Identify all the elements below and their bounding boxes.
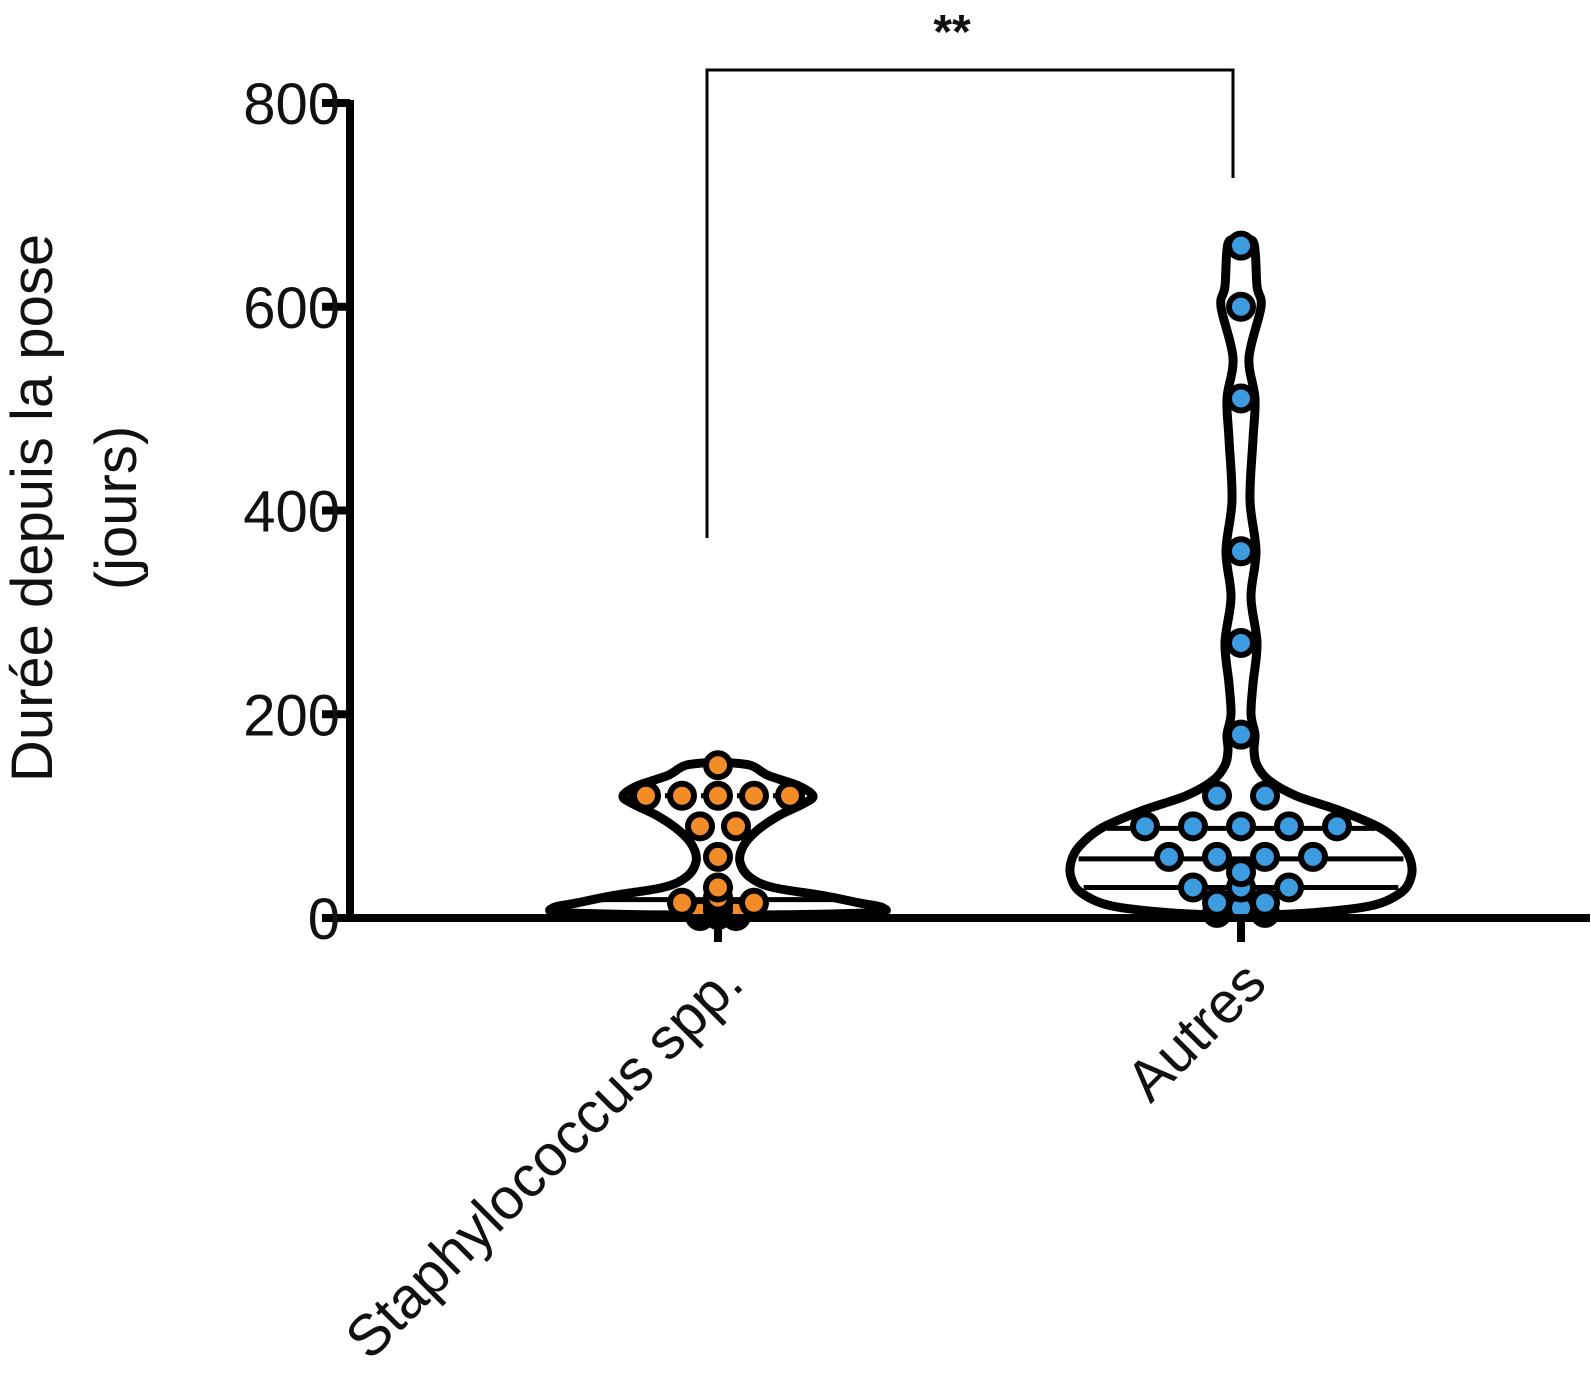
data-point [1274, 811, 1304, 842]
violins [545, 230, 1417, 931]
data-point [1178, 872, 1208, 903]
data-point [1130, 811, 1160, 842]
data-point [1322, 811, 1352, 842]
significance-bracket: ** [705, 6, 1235, 538]
data-point [1202, 780, 1232, 811]
data-point [1178, 811, 1208, 842]
x-axis: Staphylococcus spp. Autres [333, 914, 1590, 1371]
data-point [1226, 719, 1256, 750]
data-point [1226, 627, 1256, 658]
data-point [1226, 857, 1256, 888]
data-point [703, 750, 733, 781]
y-tick-label: 0 [308, 887, 340, 952]
y-axis: 0 200 400 600 800 [243, 72, 354, 952]
data-point [631, 780, 661, 811]
y-axis-label-line2: (jours) [84, 426, 149, 590]
data-point [1250, 780, 1280, 811]
data-point [667, 780, 697, 811]
data-point [703, 872, 733, 903]
bracket-line [705, 68, 1235, 538]
data-point [1226, 383, 1256, 414]
data-point [775, 780, 805, 811]
significance-label: ** [933, 6, 971, 59]
y-tick-label: 800 [243, 72, 340, 137]
data-point [667, 887, 697, 918]
data-point [1226, 291, 1256, 322]
data-point [1226, 536, 1256, 567]
data-point [685, 811, 715, 842]
category-label: Autres [1114, 949, 1279, 1114]
data-point [703, 780, 733, 811]
data-point [1250, 841, 1280, 872]
y-axis-label-line1: Durée depuis la pose [0, 234, 65, 782]
y-tick-label: 600 [243, 276, 340, 341]
data-point [739, 887, 769, 918]
data-point [1154, 841, 1184, 872]
data-point [1202, 841, 1232, 872]
category-label: Staphylococcus spp. [333, 949, 755, 1371]
data-point [739, 780, 769, 811]
data-point [1250, 887, 1280, 918]
data-point [1202, 887, 1232, 918]
data-point [1226, 230, 1256, 261]
data-point [703, 841, 733, 872]
data-point [1274, 872, 1304, 903]
data-point [1298, 841, 1328, 872]
y-tick-label: 400 [243, 480, 340, 545]
y-tick-label: 200 [243, 683, 340, 748]
data-point [721, 811, 751, 842]
data-point [1226, 811, 1256, 842]
